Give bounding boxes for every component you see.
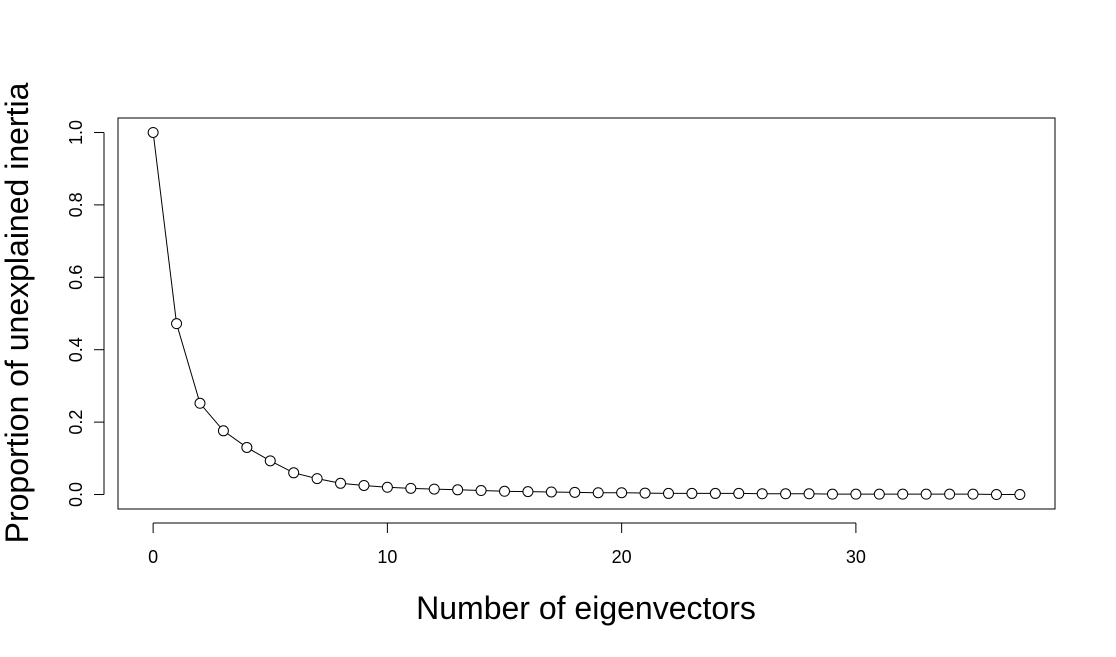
data-point [171,318,183,330]
data-point [662,487,674,499]
data-point [522,486,534,498]
data-point [264,455,276,467]
x-tick-label: 20 [612,547,632,567]
data-point [850,488,862,500]
data-point [241,441,253,453]
data-point [709,487,721,499]
y-axis: 0.0 0.2 0.4 0.6 0.8 1.0 [66,120,105,507]
data-point [967,488,979,500]
y-tick-label: 1.0 [66,120,86,145]
data-point [686,487,698,499]
data-point [311,473,323,485]
data-point [873,488,885,500]
data-point [756,488,768,500]
data-point [452,484,464,496]
data-point [545,486,557,498]
data-point [780,488,792,500]
y-tick-label: 0.8 [66,192,86,217]
data-point [990,489,1002,501]
y-tick-label: 0.6 [66,265,86,290]
data-point [1014,489,1026,501]
data-point [194,397,206,409]
data-point [639,487,651,499]
data-point [897,488,909,500]
data-point [475,485,487,497]
data-point [803,488,815,500]
data-point [381,481,393,493]
data-point [592,487,604,499]
data-point [147,126,159,138]
y-tick-label: 0.0 [66,482,86,507]
data-point [405,482,417,494]
x-axis: 0 10 20 30 [148,522,866,567]
x-axis-title: Number of eigenvectors [416,590,756,626]
data-point [616,487,628,499]
data-point [826,488,838,500]
x-tick-label: 0 [148,547,158,567]
y-axis-title: Proportion of unexplained inertia [0,82,35,543]
data-point [733,487,745,499]
data-point [358,479,370,491]
plot-box [117,117,1056,510]
data-point [499,485,511,497]
data-point [335,477,347,489]
data-point [944,488,956,500]
x-tick-label: 10 [377,547,397,567]
data-point [920,488,932,500]
data-point [569,486,581,498]
data-point [288,467,300,479]
y-tick-label: 0.4 [66,337,86,362]
y-tick-label: 0.2 [66,410,86,435]
series-layer [147,126,1026,501]
data-point [217,425,229,437]
data-point [428,483,440,495]
x-tick-label: 30 [846,547,866,567]
